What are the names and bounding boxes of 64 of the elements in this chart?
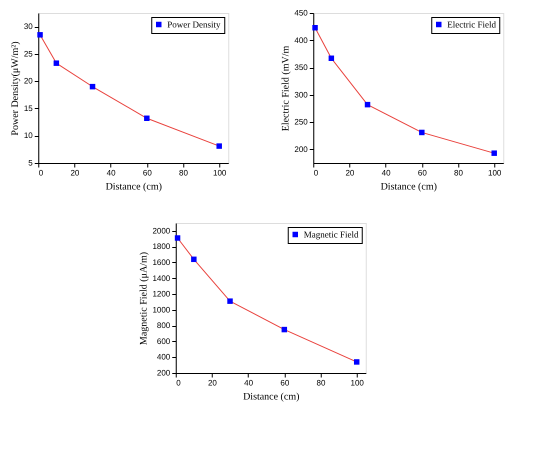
x-tick-label: 0 [38, 168, 44, 178]
x-tick-label: 100 [488, 168, 502, 178]
y-axis-title: Power Density(μW/m²) [10, 41, 21, 136]
y-tick-label: 2000 [152, 226, 171, 236]
point [174, 235, 180, 241]
y-tick-label: 25 [24, 49, 34, 58]
point [144, 116, 150, 122]
x-tick-label: 20 [70, 168, 80, 178]
x-tick-label: 0 [176, 378, 182, 388]
x-tick-label: 40 [106, 168, 116, 178]
point [37, 32, 43, 38]
x-tick-label: 20 [208, 378, 218, 388]
y-tick-label: 450 [294, 8, 308, 18]
x-tick-label: 40 [382, 168, 392, 178]
y-tick-label: 800 [156, 321, 171, 330]
x-axis-title: Distance (cm) [243, 392, 300, 402]
y-tick-label: 1600 [152, 258, 171, 267]
y-tick-label: 20 [24, 76, 34, 86]
y-tick-label: 1200 [152, 290, 171, 299]
y-tick-label: 300 [294, 90, 308, 100]
y-axis-title: Electric Field (mV/m [280, 46, 292, 132]
x-tick-label: 80 [454, 168, 464, 178]
y-tick-label: 1000 [152, 305, 171, 314]
x-axis-title: Distance (cm) [106, 182, 162, 192]
x-tick-label: 60 [142, 168, 152, 178]
legend-label: Power Density [167, 20, 221, 30]
point [191, 256, 197, 262]
point [90, 84, 96, 90]
y-tick-label: 350 [294, 63, 308, 72]
point [312, 24, 318, 30]
y-tick-label: 10 [24, 131, 34, 140]
legend-label: Magnetic Field [304, 230, 359, 240]
y-axis-title: Magnetic Field (μA/m) [138, 252, 150, 346]
x-tick-label: 80 [179, 168, 189, 178]
y-tick-label: 5 [28, 158, 34, 168]
point [328, 56, 334, 62]
point [216, 143, 222, 149]
x-tick-label: 60 [418, 168, 428, 178]
y-tick-label: 15 [24, 104, 34, 113]
x-tick-label: 20 [345, 168, 355, 178]
legend-label: Electric Field [447, 20, 496, 30]
x-tick-label: 80 [316, 378, 326, 388]
x-tick-label: 100 [213, 168, 227, 178]
point [354, 359, 360, 365]
y-tick-label: 400 [156, 352, 171, 362]
x-tick-label: 40 [244, 378, 254, 388]
x-tick-label: 0 [314, 168, 319, 178]
y-tick-label: 200 [156, 368, 171, 378]
y-tick-label: 200 [294, 144, 308, 154]
x-tick-label: 60 [280, 378, 290, 388]
point [491, 150, 497, 156]
point [419, 130, 425, 136]
point [282, 326, 288, 332]
x-axis-title: Distance (cm) [380, 182, 437, 192]
y-tick-label: 600 [156, 336, 171, 346]
y-tick-label: 1800 [152, 242, 171, 252]
y-tick-label: 30 [24, 22, 34, 32]
point [227, 298, 233, 304]
y-tick-label: 400 [294, 36, 308, 45]
x-tick-label: 100 [350, 378, 364, 388]
y-tick-label: 1400 [152, 274, 171, 283]
point [54, 60, 60, 66]
point [364, 102, 370, 108]
y-tick-label: 250 [294, 118, 308, 127]
